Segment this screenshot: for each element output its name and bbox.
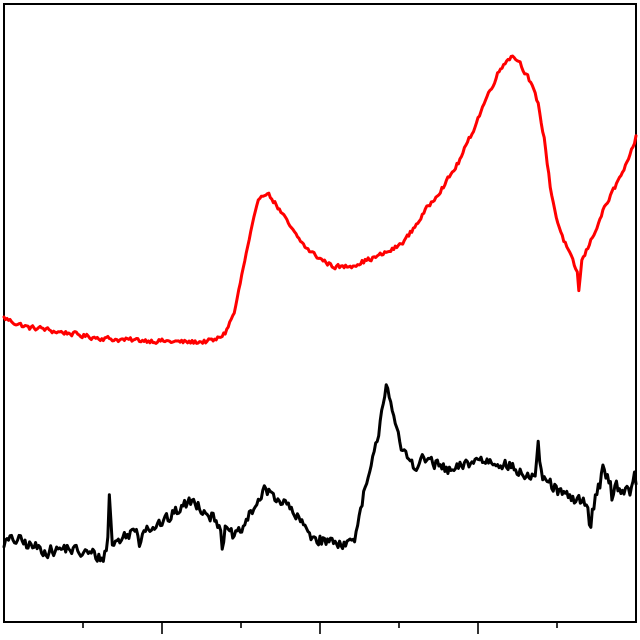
x-axis-ticks bbox=[82, 622, 558, 634]
plot-frame bbox=[3, 3, 637, 623]
series-line-red bbox=[2, 54, 638, 345]
series-lines bbox=[2, 54, 638, 563]
series-line-black bbox=[2, 383, 638, 563]
